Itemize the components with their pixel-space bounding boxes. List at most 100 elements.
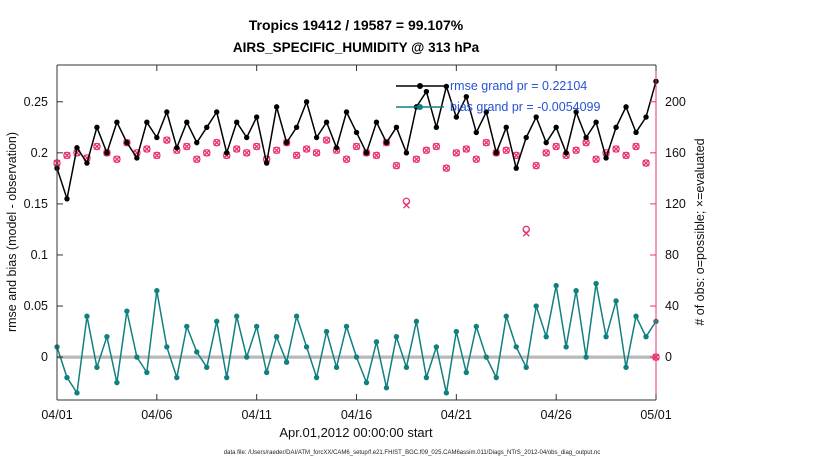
obs-evaluated-point [592,155,600,163]
x-tick-label: 04/26 [541,408,572,422]
obs-possible-point [202,149,211,157]
bias-point [573,288,579,294]
bias-point [293,313,300,319]
obs-evaluated-point [642,159,650,167]
bias-point [463,369,470,376]
obs-evaluated-point [532,162,540,170]
bias-point [613,298,619,304]
rmse-point [563,150,569,156]
obs-possible-point [642,159,650,167]
rmse-point [204,124,210,131]
obs-possible-point [183,142,191,151]
bias-point [313,374,320,381]
obs-evaluated-point [452,149,460,157]
y-axis-label-left: rmse and bias (model - observation) [5,132,19,332]
obs-evaluated-point [323,136,331,144]
bias-point [343,323,350,330]
obs-evaluated-point [113,155,121,163]
bias-point [543,333,549,340]
obs-possible-point [462,145,471,153]
rmse-point [323,119,330,125]
obs-possible-point [412,155,421,163]
rmse-point [503,124,509,131]
y-right-tick-label: 80 [665,248,679,262]
rmse-point [144,119,150,125]
bias-point [363,379,370,386]
obs-possible-point [282,138,291,147]
obs-possible-point [532,161,540,170]
bias-point [513,344,519,350]
obs-possible-point [272,146,281,155]
bias-point [523,364,529,371]
obs-evaluated-point [343,155,350,163]
y-right-tick-label: 40 [665,299,679,313]
rmse-point [164,109,170,115]
obs-evaluated-point [472,155,480,163]
obs-evaluated-point [622,151,630,159]
x-axis-label: Apr.01,2012 00:00:00 start [279,425,433,440]
bias-point [144,369,150,376]
obs-evaluated-series [53,136,660,361]
obs-evaluated-point [442,164,450,172]
bias-point [234,313,240,319]
obs-possible-point [163,136,171,144]
bias-point [333,364,340,371]
obs-possible-point [442,164,451,172]
rmse-point [184,119,190,125]
rmse-point [493,150,499,156]
obs-possible-point [143,145,151,153]
obs-evaluated-point [313,149,321,157]
obs-possible-point [322,136,331,144]
rmse-point [583,134,589,141]
legend: rmse grand pr = 0.22104 bias grand pr = … [396,79,601,114]
obs-evaluated-point [143,145,151,153]
bias-point [164,344,170,350]
rmse-point [643,114,649,120]
rmse-point [253,114,260,120]
rmse-series [54,78,659,202]
obs-possible-point [362,149,371,157]
rmse-point [154,134,160,141]
obs-evaluated-point [462,145,470,153]
y-right-tick-label: 120 [665,197,686,211]
y-left-tick-label: 0.15 [24,197,48,211]
y-right-tick-label: 200 [665,95,686,109]
obs-possible-point [482,138,491,147]
rmse-point [593,119,599,125]
bias-point [563,344,569,350]
obs-possible-point [302,145,311,153]
rmse-point [214,109,220,115]
y-axis-label-right: # of obs: o=possible; ×=evaluated [693,138,707,325]
rmse-point [353,129,360,136]
bias-point [94,364,100,371]
rmse-point [194,139,200,146]
plot-subtitle: AIRS_SPECIFIC_HUMIDITY @ 313 hPa [233,40,480,55]
bias-point [114,379,120,386]
rmse-point [483,109,489,115]
bias-point [154,288,160,294]
obs-possible-point [372,151,381,160]
obs-evaluated-point [582,139,590,147]
rmse-point [513,165,519,171]
y-left-tick-label: 0.1 [31,248,48,262]
rmse-point [243,134,250,141]
rmse-point [313,134,320,141]
rmse-point [74,145,80,151]
bias-point [273,333,280,340]
rmse-point [553,124,559,131]
data-file-path: data file: /Users/raeder/DAI/ATM_forcXX/… [224,450,600,456]
obs-evaluated-point [572,146,580,154]
bias-point [503,313,509,319]
legend-rmse-label: rmse grand pr = 0.22104 [450,79,587,93]
bias-point [413,318,420,325]
rmse-point [423,88,430,95]
bias-point [553,282,559,289]
obs-evaluated-point [213,139,221,147]
bias-point [204,364,210,371]
bias-point [583,354,589,360]
rmse-point [363,150,370,156]
obs-evaluated-point [163,136,171,144]
rmse-point [333,145,340,151]
rmse-point [373,119,380,125]
